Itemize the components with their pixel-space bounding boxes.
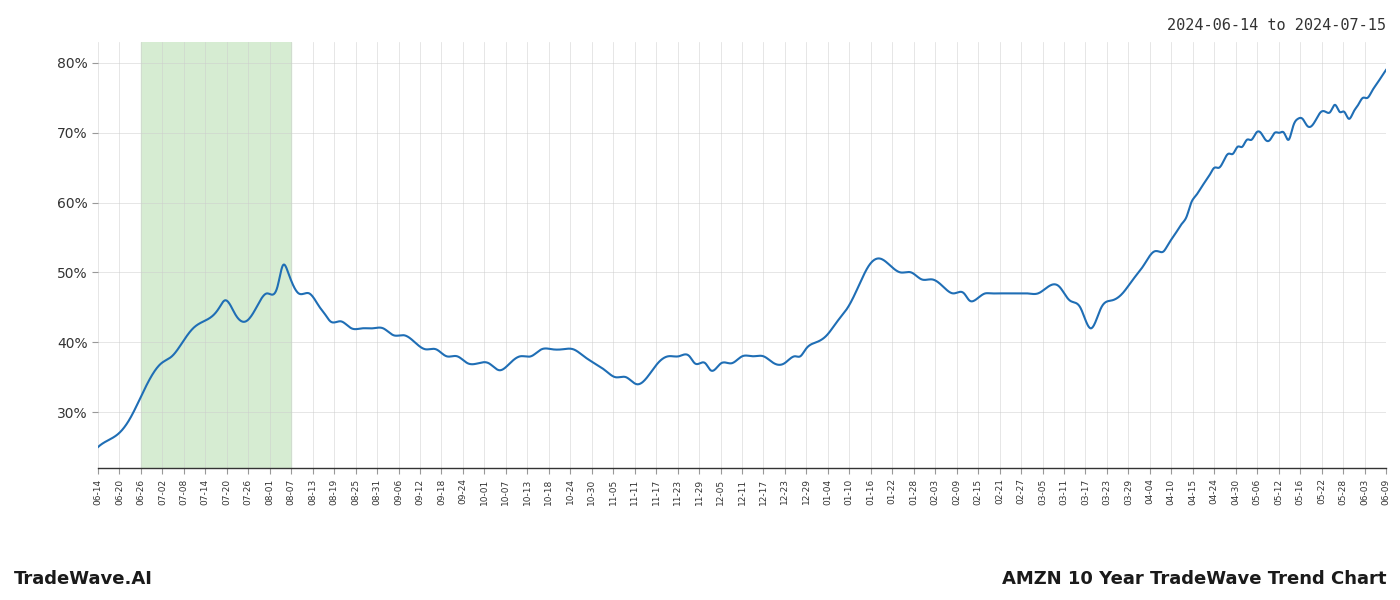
Text: 2024-06-14 to 2024-07-15: 2024-06-14 to 2024-07-15 xyxy=(1168,18,1386,33)
Text: TradeWave.AI: TradeWave.AI xyxy=(14,570,153,588)
Text: AMZN 10 Year TradeWave Trend Chart: AMZN 10 Year TradeWave Trend Chart xyxy=(1001,570,1386,588)
Bar xyxy=(141,42,291,468)
